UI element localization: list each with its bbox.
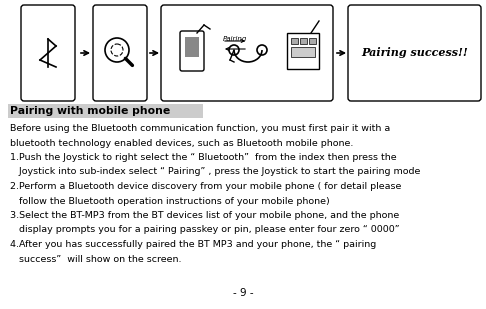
Bar [309, 38, 316, 44]
Text: Pairing: Pairing [223, 36, 247, 42]
Text: 3.Select the BT-MP3 from the BT devices list of your mobile phone, and the phone: 3.Select the BT-MP3 from the BT devices … [10, 211, 399, 220]
Text: 1.Push the Joystick to right select the “ Bluetooth”  from the index then press : 1.Push the Joystick to right select the … [10, 153, 397, 162]
Text: bluetooth technology enabled devices, such as Bluetooth mobile phone.: bluetooth technology enabled devices, su… [10, 138, 353, 147]
Text: 4.After you has successfully paired the BT MP3 and your phone, the “ pairing: 4.After you has successfully paired the … [10, 240, 376, 249]
Bar [8, 104, 203, 118]
Bar [300, 38, 307, 44]
FancyBboxPatch shape [161, 5, 333, 101]
Text: Before using the Bluetooth communication function, you must first pair it with a: Before using the Bluetooth communication… [10, 124, 390, 133]
Bar [291, 38, 298, 44]
Bar [185, 37, 199, 57]
FancyBboxPatch shape [348, 5, 481, 101]
Bar [291, 47, 315, 57]
Text: - 9 -: - 9 - [233, 288, 253, 298]
Text: Pairing with mobile phone: Pairing with mobile phone [10, 106, 170, 116]
Text: 2.Perform a Bluetooth device discovery from your mobile phone ( for detail pleas: 2.Perform a Bluetooth device discovery f… [10, 182, 401, 191]
Text: display prompts you for a pairing passkey or pin, please enter four zero “ 0000”: display prompts you for a pairing passke… [10, 226, 399, 235]
FancyBboxPatch shape [93, 5, 147, 101]
FancyBboxPatch shape [180, 31, 204, 71]
Bar [287, 33, 319, 69]
Text: success”  will show on the screen.: success” will show on the screen. [10, 255, 181, 264]
FancyBboxPatch shape [21, 5, 75, 101]
Text: Pairing success!!: Pairing success!! [361, 48, 468, 58]
Text: follow the Bluetooth operation instructions of your mobile phone): follow the Bluetooth operation instructi… [10, 197, 330, 205]
Text: Joystick into sub-index select “ Pairing” , press the Joystick to start the pair: Joystick into sub-index select “ Pairing… [10, 167, 420, 176]
